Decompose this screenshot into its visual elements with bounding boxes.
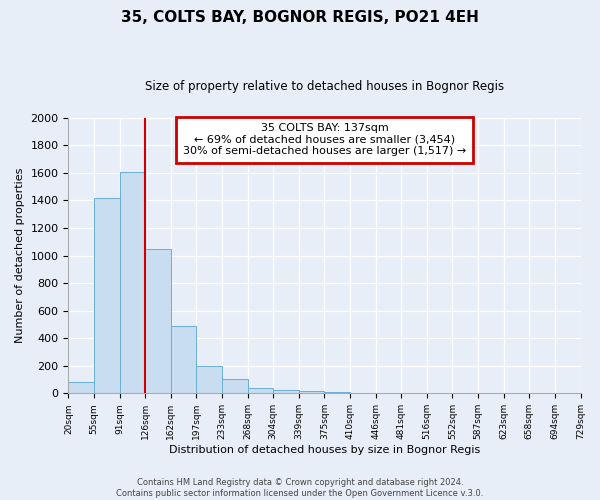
Bar: [119, 172, 145, 394]
Text: 35 COLTS BAY: 137sqm
← 69% of detached houses are smaller (3,454)
30% of semi-de: 35 COLTS BAY: 137sqm ← 69% of detached h…: [183, 124, 466, 156]
Bar: [94, 198, 119, 394]
Bar: [68, 382, 94, 394]
Text: 35, COLTS BAY, BOGNOR REGIS, PO21 4EH: 35, COLTS BAY, BOGNOR REGIS, PO21 4EH: [121, 10, 479, 25]
X-axis label: Distribution of detached houses by size in Bognor Regis: Distribution of detached houses by size …: [169, 445, 480, 455]
Bar: [350, 392, 376, 394]
Title: Size of property relative to detached houses in Bognor Regis: Size of property relative to detached ho…: [145, 80, 504, 93]
Bar: [222, 379, 248, 394]
Bar: [299, 392, 325, 394]
Bar: [171, 326, 196, 394]
Bar: [248, 388, 273, 394]
Bar: [145, 248, 171, 394]
Text: Contains HM Land Registry data © Crown copyright and database right 2024.
Contai: Contains HM Land Registry data © Crown c…: [116, 478, 484, 498]
Y-axis label: Number of detached properties: Number of detached properties: [15, 168, 25, 343]
Bar: [273, 390, 299, 394]
Bar: [196, 366, 222, 394]
Bar: [325, 392, 350, 394]
